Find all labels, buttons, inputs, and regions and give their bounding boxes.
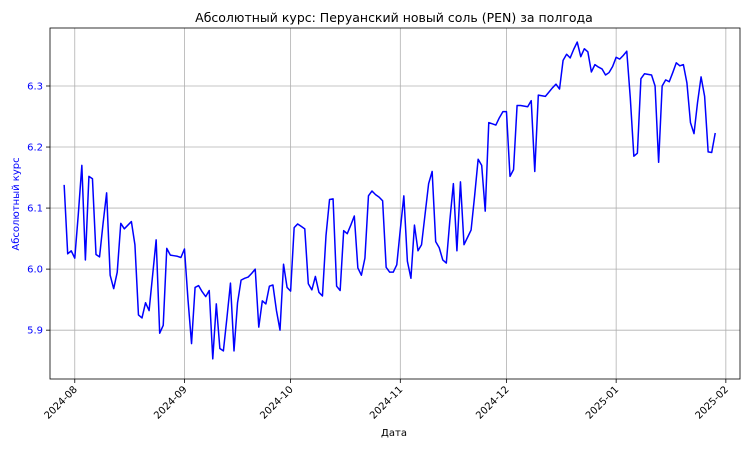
y-tick-label: 6.0 bbox=[27, 265, 43, 276]
y-tick-label: 6.2 bbox=[27, 143, 43, 154]
x-tick-label: 2024-11 bbox=[368, 384, 405, 421]
y-axis-label: Абсолютный курс bbox=[11, 157, 22, 250]
x-tick-label: 2024-09 bbox=[152, 384, 189, 421]
x-tick-label: 2024-12 bbox=[474, 384, 511, 421]
x-tick-label: 2024-10 bbox=[258, 384, 295, 421]
x-tick-label: 2024-08 bbox=[43, 384, 80, 421]
y-tick-label: 6.3 bbox=[27, 81, 43, 92]
x-axis-label: Дата bbox=[381, 428, 407, 439]
y-axis: 5.9 6.0 6.1 6.2 6.3 bbox=[27, 81, 50, 337]
plot-area bbox=[49, 27, 741, 380]
chart-title: Абсолютный курс: Перуанский новый соль (… bbox=[195, 10, 593, 25]
x-axis: 2024-08 2024-09 2024-10 2024-11 2024-12 2025-… bbox=[43, 379, 731, 422]
y-tick-label: 6.1 bbox=[27, 204, 43, 215]
y-tick-label: 5.9 bbox=[27, 326, 43, 337]
grid-lines bbox=[50, 28, 740, 379]
x-tick-label: 2025-01 bbox=[584, 384, 621, 421]
x-tick-label: 2025-02 bbox=[694, 384, 731, 421]
series-line bbox=[63, 41, 716, 360]
